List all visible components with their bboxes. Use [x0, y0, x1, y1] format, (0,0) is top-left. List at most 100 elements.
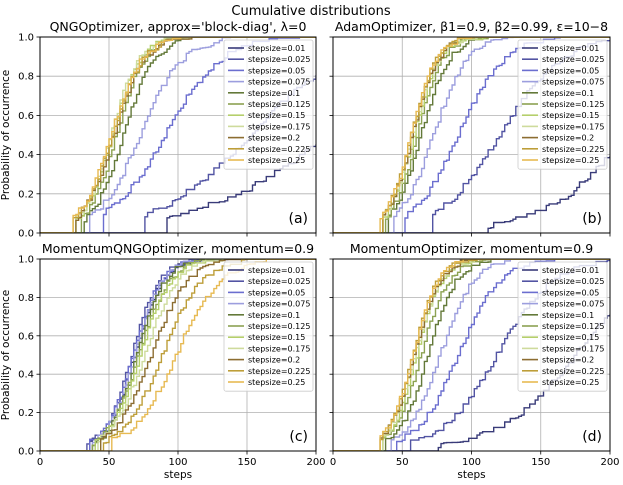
legend-label: stepsize=0.15 [248, 111, 305, 120]
legend-label: stepsize=0.01 [248, 266, 305, 275]
series-line [333, 259, 610, 451]
series-line [333, 259, 610, 451]
series-line [40, 259, 316, 451]
legend-label: stepsize=0.05 [542, 288, 599, 297]
x-tick-label: 100 [462, 457, 481, 468]
series-line [40, 259, 316, 451]
y-tick-label: 0.2 [18, 408, 34, 419]
y-axis-label: Probability of occurrence [0, 70, 12, 201]
legend-label: stepsize=0.075 [542, 300, 604, 309]
legend-label: stepsize=0.01 [542, 266, 599, 275]
legend-label: stepsize=0.25 [542, 378, 599, 387]
x-tick-label: 100 [168, 457, 187, 468]
y-tick-label: 0.6 [18, 331, 34, 342]
legend-label: stepsize=0.225 [542, 145, 604, 154]
x-tick-label: 200 [306, 457, 325, 468]
panel-d: MomentumOptimizer, momentum=0.9 0 50 100 150… [329, 241, 620, 481]
legend-label: stepsize=0.175 [248, 122, 310, 131]
series-line [333, 259, 610, 451]
legend-label: stepsize=0.225 [542, 367, 604, 376]
series-line [40, 37, 316, 233]
legend-label: stepsize=0.15 [542, 333, 599, 342]
y-axis-label: Probability of occurrence [0, 290, 12, 421]
panel-title: QNGOptimizer, approx='block-diag', λ=0 [50, 19, 307, 34]
panel-a: QNGOptimizer, approx='block-diag', λ=0 0.… [0, 19, 317, 240]
legend-label: stepsize=0.25 [248, 378, 305, 387]
x-tick-label: 150 [237, 457, 256, 468]
x-tick-label: 0 [37, 457, 43, 468]
series-line [333, 259, 610, 451]
y-tick-label: 0.4 [18, 150, 34, 161]
legend-label: stepsize=0.125 [248, 322, 310, 331]
x-tick-label: 50 [103, 457, 116, 468]
legend-box [223, 39, 314, 170]
legend-label: stepsize=0.175 [542, 344, 604, 353]
legend: stepsize=0.01 stepsize=0.025 stepsize=0.05… [517, 261, 608, 392]
legend-label: stepsize=0.025 [248, 55, 310, 64]
y-tick-label: 0.8 [18, 72, 34, 83]
panel-b: AdamOptimizer, β1=0.9, β2=0.99, ε=10−8 st… [329, 19, 611, 237]
series-group [40, 259, 316, 451]
series-line [333, 37, 610, 233]
legend-label: stepsize=0.075 [542, 78, 604, 87]
legend: stepsize=0.01 stepsize=0.025 stepsize=0.05… [223, 261, 314, 392]
legend: stepsize=0.01 stepsize=0.025 stepsize=0.05… [223, 39, 314, 170]
series-line [333, 37, 610, 233]
series-line [40, 37, 316, 233]
figure-title: Cumulative distributions [231, 4, 390, 19]
series-line [333, 156, 610, 233]
legend-label: stepsize=0.025 [542, 55, 604, 64]
series-line [40, 37, 316, 233]
x-tick-label: 150 [531, 457, 550, 468]
legend-label: stepsize=0.225 [248, 145, 310, 154]
y-tick-label: 0.0 [18, 447, 34, 458]
x-tick-label: 200 [600, 457, 619, 468]
panel-label: (d) [582, 429, 602, 445]
series-line [333, 259, 610, 451]
x-tick-label: 50 [396, 457, 409, 468]
legend-label: stepsize=0.2 [542, 356, 594, 365]
legend-label: stepsize=0.15 [248, 333, 305, 342]
legend-label: stepsize=0.125 [542, 100, 604, 109]
legend-label: stepsize=0.025 [248, 277, 310, 286]
legend-label: stepsize=0.25 [542, 156, 599, 165]
legend-label: stepsize=0.05 [248, 66, 305, 75]
legend-label: stepsize=0.2 [248, 134, 300, 143]
x-axis-label: steps [164, 469, 192, 481]
legend-label: stepsize=0.225 [248, 367, 310, 376]
legend-label: stepsize=0.125 [542, 322, 604, 331]
legend: stepsize=0.01 stepsize=0.025 stepsize=0.05… [517, 39, 608, 170]
legend-label: stepsize=0.01 [248, 44, 305, 53]
legend-box [517, 39, 608, 170]
legend-label: stepsize=0.1 [248, 89, 300, 98]
legend-label: stepsize=0.175 [248, 344, 310, 353]
series-line [333, 37, 610, 233]
series-line [40, 259, 316, 451]
legend-label: stepsize=0.075 [248, 300, 310, 309]
series-line [333, 37, 610, 233]
panel-label: (a) [288, 211, 308, 227]
legend-label: stepsize=0.1 [542, 311, 594, 320]
panel-title: AdamOptimizer, β1=0.9, β2=0.99, ε=10−8 [335, 19, 608, 34]
legend-label: stepsize=0.15 [542, 111, 599, 120]
y-tick-label: 0.4 [18, 370, 34, 381]
y-tick-label: 0.8 [18, 293, 34, 304]
x-tick-label: 0 [330, 457, 336, 468]
panel-title: MomentumOptimizer, momentum=0.9 [350, 241, 593, 256]
legend-box [517, 261, 608, 392]
series-group [40, 37, 316, 233]
y-tick-label: 1.0 [18, 255, 34, 266]
x-axis-label: steps [457, 469, 485, 481]
series-line [333, 259, 610, 451]
y-tick-label: 0.2 [18, 189, 34, 200]
series-line [40, 37, 316, 233]
panel-c: MomentumQNGOptimizer, momentum=0.9 0.0 0.2… [0, 241, 326, 481]
legend-label: stepsize=0.2 [542, 134, 594, 143]
series-line [40, 259, 316, 451]
y-tick-label: 1.0 [18, 33, 34, 44]
series-line [333, 37, 610, 233]
legend-box [223, 261, 314, 392]
legend-label: stepsize=0.175 [542, 122, 604, 131]
panel-label: (c) [289, 429, 308, 445]
